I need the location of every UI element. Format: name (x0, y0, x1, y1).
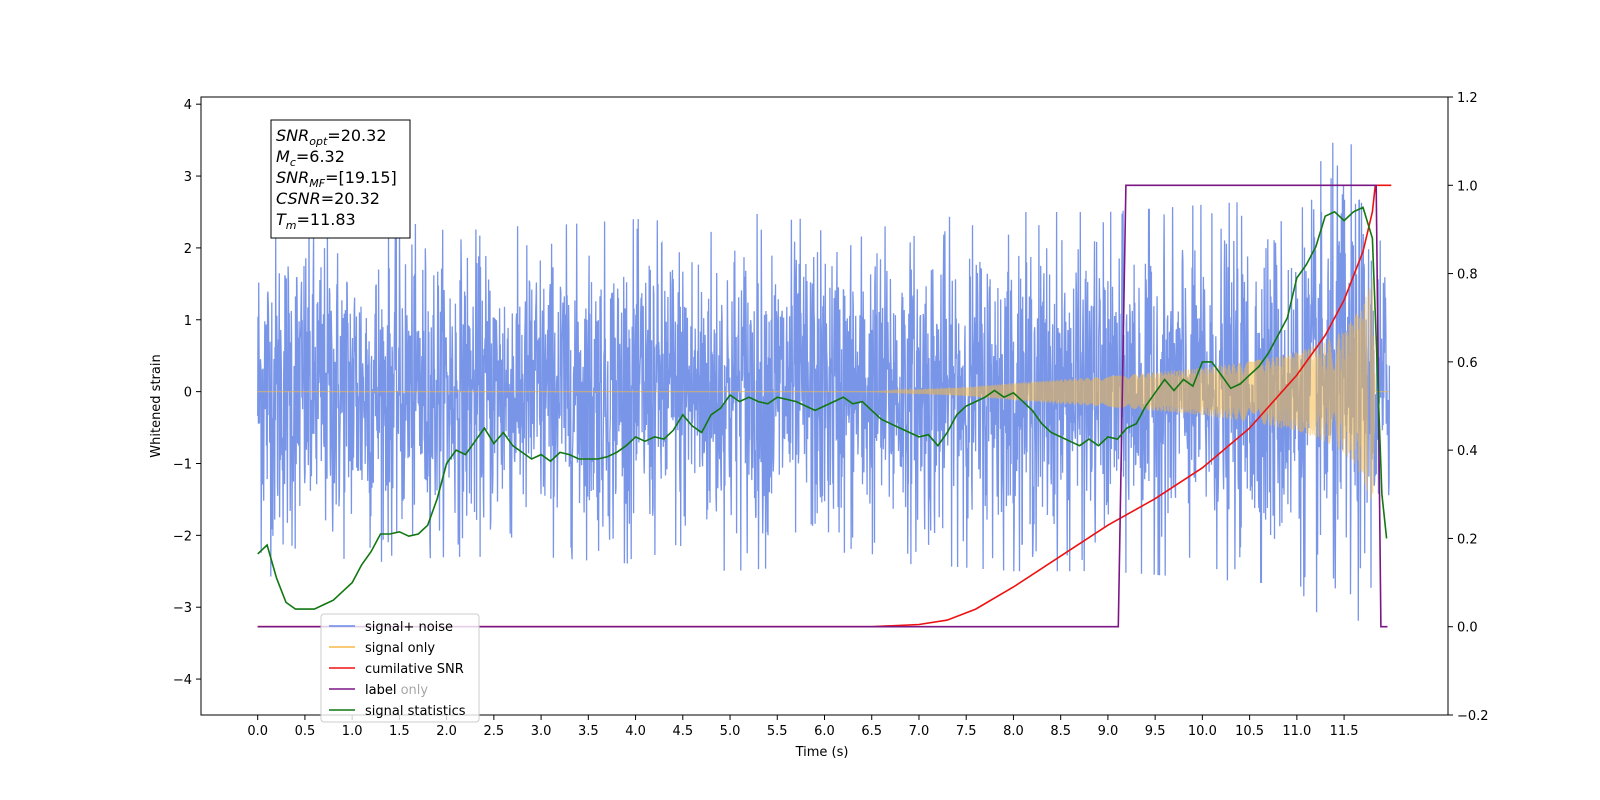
y-left-tick-label: 2 (184, 242, 192, 257)
y-left-tick-label: 3 (184, 170, 192, 185)
legend-entry-label: signal only (365, 641, 435, 656)
series-signal-noise (257, 142, 1391, 621)
annotation-line: Tm=11.83 (276, 210, 356, 232)
legend-entry-label: signal+ noise (365, 620, 453, 635)
x-tick-label: 10.5 (1235, 724, 1264, 739)
annotation-line: CSNR=20.32 (276, 189, 380, 208)
x-tick-label: 1.0 (342, 724, 363, 739)
y-axis-right: 1.2 1.0 0.8 0.6 0.4 0.2 0.0 −0.2 (1448, 91, 1489, 724)
x-tick-label: 3.5 (578, 724, 599, 739)
x-tick-label: 0.5 (295, 724, 316, 739)
y-left-tick-label: 4 (184, 98, 192, 113)
series-label (257, 184, 1388, 628)
x-tick-label: 11.0 (1282, 724, 1311, 739)
annotation-line: SNRMF=[19.15] (276, 168, 397, 190)
y-right-tick-label: 0.2 (1457, 532, 1478, 547)
x-tick-label: 2.5 (484, 724, 505, 739)
y-left-tick-label: −2 (173, 529, 192, 544)
x-tick-label: 9.0 (1098, 724, 1119, 739)
y-right-tick-label: 1.2 (1457, 91, 1478, 106)
x-tick-label: 1.5 (389, 724, 410, 739)
cumulative-snr-line (257, 184, 1392, 628)
x-tick-label: 11.5 (1330, 724, 1359, 739)
parameter-annotation-box: SNRopt=20.32Mc=6.32SNRMF=[19.15]CSNR=20.… (270, 119, 411, 239)
x-tick-label: 7.0 (909, 724, 930, 739)
legend-entry-label-hidden: label only (365, 683, 428, 698)
x-tick-label: 10.0 (1188, 724, 1217, 739)
series-cumulative-snr (257, 184, 1392, 628)
annotation-frame (270, 119, 411, 239)
x-tick-label: 5.5 (767, 724, 788, 739)
legend-frame (320, 613, 480, 723)
x-tick-label: 6.0 (814, 724, 835, 739)
y-left-tick-label: −3 (173, 601, 192, 616)
y-left-tick-label: −1 (173, 457, 192, 472)
y-axis-left: 4 3 2 1 0 −1 −2 −3 −4 (173, 98, 201, 688)
legend-entry-label: label (365, 683, 396, 698)
legend: signal+ noise signal only cumilative SNR la… (320, 613, 480, 723)
x-axis-label: Time (s) (795, 745, 849, 760)
legend-entry-label: signal statistics (365, 704, 466, 719)
signal-only-line (257, 278, 1390, 499)
x-tick-label: 7.5 (956, 724, 977, 739)
annotation-line: SNRopt=20.32 (276, 126, 387, 148)
x-tick-label: 5.0 (720, 724, 741, 739)
x-tick-label: 3.0 (531, 724, 552, 739)
y-axis-label: Whitened strain (149, 354, 164, 457)
annotation-line: Mc=6.32 (276, 147, 345, 169)
x-tick-label: 0.0 (247, 724, 268, 739)
x-tick-label: 9.5 (1145, 724, 1166, 739)
series-signal-statistics (257, 206, 1388, 610)
y-right-tick-label: 0.4 (1457, 444, 1478, 459)
y-right-tick-label: 1.0 (1457, 179, 1478, 194)
y-left-tick-label: 0 (184, 386, 192, 401)
x-tick-label: 2.0 (436, 724, 457, 739)
x-axis: 0.0 0.5 1.0 1.5 2.0 2.5 3.0 3.5 4.0 4.5 5.0 5.5 6.0 6… (247, 715, 1359, 739)
y-right-tick-label: −0.2 (1457, 709, 1489, 724)
legend-entry-label: cumilative SNR (365, 662, 464, 677)
x-tick-label: 8.5 (1050, 724, 1071, 739)
signal-noise-line (257, 142, 1391, 621)
y-left-tick-label: −4 (173, 673, 192, 688)
label-line (257, 184, 1388, 628)
y-left-tick-label: 1 (184, 314, 192, 329)
x-tick-label: 6.5 (861, 724, 882, 739)
x-tick-label: 4.0 (625, 724, 646, 739)
y-right-tick-label: 0.0 (1457, 621, 1478, 636)
series-signal-only (257, 278, 1390, 499)
x-tick-label: 4.5 (672, 724, 693, 739)
signal-statistics-line (257, 206, 1388, 610)
x-tick-label: 8.0 (1003, 724, 1024, 739)
y-right-tick-label: 0.6 (1457, 356, 1478, 371)
y-right-tick-label: 0.8 (1457, 268, 1478, 283)
